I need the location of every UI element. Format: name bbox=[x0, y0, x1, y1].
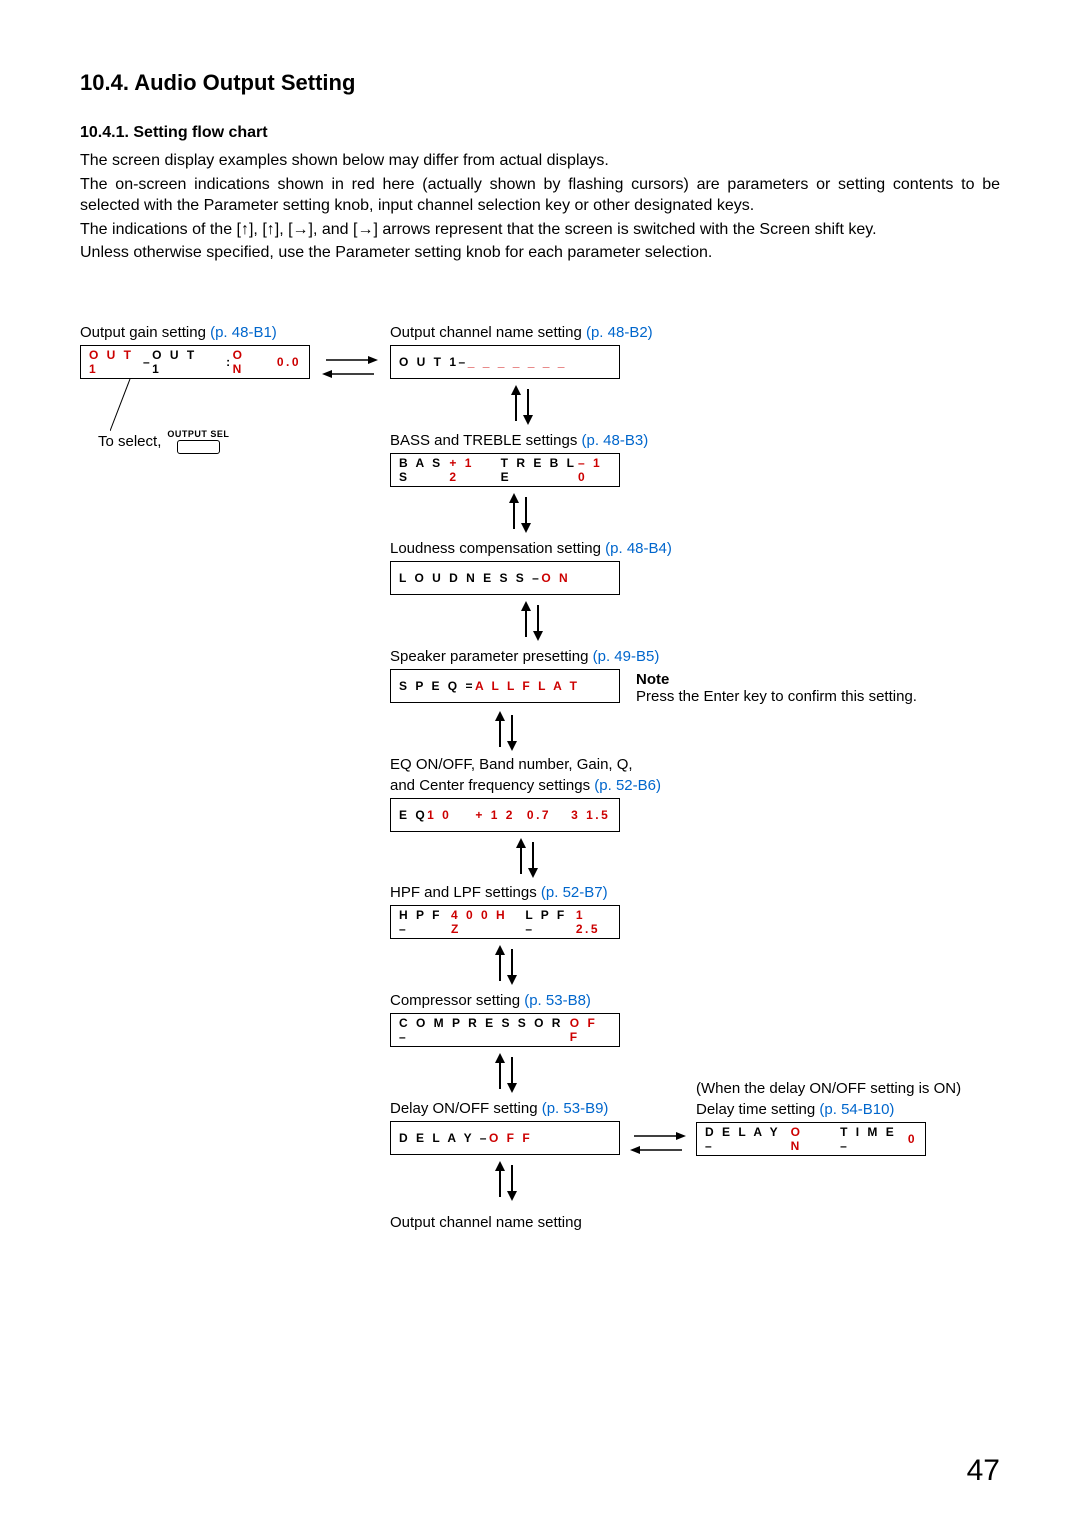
updown-arrows-icon bbox=[390, 493, 648, 533]
lcd-box-b7: H P F – 4 0 0 H Z L P F – 1 2.5 bbox=[390, 905, 620, 939]
right-arrow-icon: → bbox=[293, 221, 309, 238]
to-select-label: To select, OUTPUT SEL bbox=[98, 430, 229, 454]
output-sel-key-icon bbox=[177, 440, 220, 454]
up-arrow-icon: ↑ bbox=[267, 221, 275, 238]
updown-arrows-icon bbox=[390, 1053, 620, 1093]
box-label-b10: Delay time setting (p. 54-B10) bbox=[696, 1101, 961, 1118]
subsection-heading: 10.4.1. Setting flow chart bbox=[80, 124, 1000, 142]
updown-arrows-icon bbox=[390, 711, 620, 751]
lcd-box-b5: S P E Q = A L L F L A T bbox=[390, 669, 620, 703]
intro-para-2: The on-screen indications shown in red h… bbox=[80, 174, 1000, 217]
lcd-box-b10: D E L A Y – O N T I M E – 0 bbox=[696, 1122, 926, 1156]
page-number: 47 bbox=[967, 1454, 1000, 1488]
intro-para-1: The screen display examples shown below … bbox=[80, 150, 1000, 172]
box-label-b1: Output gain setting (p. 48-B1) bbox=[80, 324, 310, 341]
updown-arrows-icon bbox=[390, 945, 620, 985]
lcd-box-b3: B A S S + 1 2 T R E B L E – 1 0 bbox=[390, 453, 620, 487]
lcd-box-b4: L O U D N E S S – O N bbox=[390, 561, 620, 595]
lcd-box-b9: D E L A Y – O F F bbox=[390, 1121, 620, 1155]
updown-arrows-icon bbox=[390, 385, 653, 425]
box-label-b6a: EQ ON/OFF, Band number, Gain, Q, bbox=[390, 756, 661, 773]
up-arrow-icon: ↑ bbox=[241, 221, 249, 238]
box-label-b7: HPF and LPF settings (p. 52-B7) bbox=[390, 884, 620, 901]
box-label-b8: Compressor setting (p. 53-B8) bbox=[390, 992, 620, 1009]
intro-para-3: The indications of the [↑], [↑], [→], an… bbox=[80, 219, 1000, 241]
note-body: Press the Enter key to confirm this sett… bbox=[636, 688, 917, 705]
lcd-box-b2: O U T 1 – _ _ _ _ _ _ _ bbox=[390, 345, 620, 379]
bottom-loop-label: Output channel name setting bbox=[390, 1214, 582, 1231]
updown-arrows-icon bbox=[390, 838, 661, 878]
intro-para-4: Unless otherwise specified, use the Para… bbox=[80, 242, 1000, 264]
horiz-arrows-icon bbox=[628, 1126, 688, 1160]
box-label-b5: Speaker parameter presetting (p. 49-B5) bbox=[390, 648, 917, 665]
box-label-b6b: and Center frequency settings (p. 52-B6) bbox=[390, 777, 661, 794]
horiz-arrows-icon bbox=[320, 350, 380, 384]
right-arrow-icon: → bbox=[357, 221, 373, 238]
updown-arrows-icon bbox=[390, 1161, 620, 1201]
box-label-b3: BASS and TREBLE settings (p. 48-B3) bbox=[390, 432, 648, 449]
lcd-box-b6: E Q1 0 + 1 2 0.7 3 1.5 bbox=[390, 798, 620, 832]
box-label-b2: Output channel name setting (p. 48-B2) bbox=[390, 324, 653, 341]
updown-arrows-icon bbox=[390, 601, 672, 641]
note-label: Note bbox=[636, 671, 917, 688]
box-label-b4: Loudness compensation setting (p. 48-B4) bbox=[390, 540, 672, 557]
flow-chart: Output gain setting (p. 48-B1) O U T 1 –… bbox=[80, 324, 1000, 1384]
lcd-box-b8: C O M P R E S S O R – O F F bbox=[390, 1013, 620, 1047]
section-heading: 10.4. Audio Output Setting bbox=[80, 70, 1000, 96]
box-label-b9: Delay ON/OFF setting (p. 53-B9) bbox=[390, 1100, 620, 1117]
callout-line bbox=[110, 379, 140, 431]
box-label-b10-top: (When the delay ON/OFF setting is ON) bbox=[696, 1080, 961, 1097]
lcd-box-b1: O U T 1 – O U T 1 :O N 0.0 bbox=[80, 345, 310, 379]
